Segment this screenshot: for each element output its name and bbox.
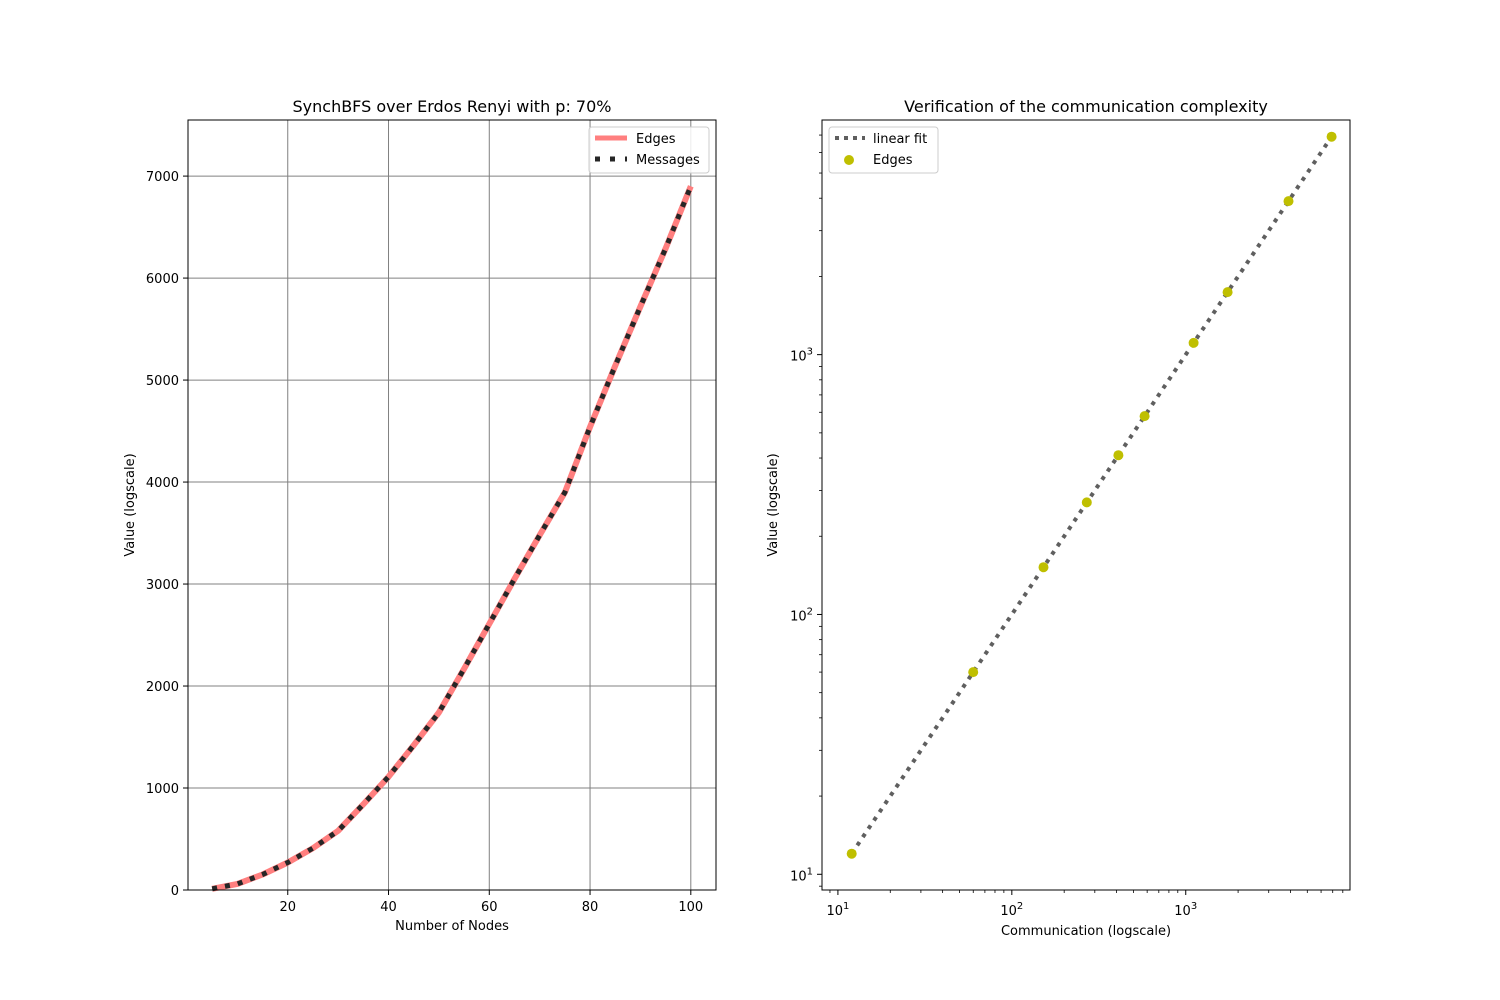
right-legend-edges-label: Edges <box>873 153 913 168</box>
left-x-tick-label: 60 <box>481 900 498 915</box>
right-plot-frame <box>821 119 1351 891</box>
right-edges-point <box>1113 450 1124 461</box>
left-y-axis-title: Value (logscale) <box>123 453 138 556</box>
left-series-edges-line <box>211 185 694 892</box>
left-y-tick-label: 4000 <box>146 476 179 491</box>
right-ticks: 101 102 103 101 102 103 <box>790 134 1344 919</box>
left-legend-messages-label: Messages <box>636 153 700 168</box>
left-y-tick-label: 2000 <box>146 680 179 695</box>
left-y-tick-label: 3000 <box>146 578 179 593</box>
right-legend-fit-label: linear fit <box>873 132 927 147</box>
right-x-tick-label: 102 <box>1000 901 1023 919</box>
right-linear-fit-line <box>850 135 1334 855</box>
right-series-layer <box>846 131 1337 859</box>
left-series-layer <box>211 185 694 892</box>
right-edges-point <box>1038 562 1049 573</box>
right-edges-point <box>1139 411 1150 422</box>
right-legend: linear fit Edges <box>828 126 939 174</box>
right-edges-point <box>1326 131 1337 142</box>
left-x-tick-label: 100 <box>678 900 703 915</box>
right-x-tick-label: 101 <box>826 901 849 919</box>
left-x-tick-label: 80 <box>582 900 599 915</box>
right-edges-point <box>846 848 857 859</box>
left-y-tick-label: 1000 <box>146 782 179 797</box>
right-chart: Verification of the communication comple… <box>766 97 1351 939</box>
left-chart: SynchBFS over Erdos Renyi with p: 70% 20… <box>123 97 717 934</box>
right-y-tick-label: 103 <box>790 347 813 365</box>
left-legend-edges-label: Edges <box>636 132 676 147</box>
right-y-tick-label: 101 <box>790 866 813 884</box>
left-y-tick-label: 6000 <box>146 272 179 287</box>
right-edges-point <box>1222 287 1233 298</box>
left-plot-frame <box>187 119 717 891</box>
right-edges-point <box>1188 337 1199 348</box>
right-edges-point <box>1283 196 1294 207</box>
left-grid <box>188 120 716 891</box>
right-edges-point <box>968 667 979 678</box>
left-legend: Edges Messages <box>588 126 710 174</box>
left-y-tick-label: 7000 <box>146 170 179 185</box>
left-x-axis-title: Number of Nodes <box>395 919 509 934</box>
left-x-tick-label: 40 <box>380 900 397 915</box>
right-x-axis-title: Communication (logscale) <box>1001 924 1171 939</box>
left-chart-title: SynchBFS over Erdos Renyi with p: 70% <box>293 97 612 116</box>
left-y-tick-label: 5000 <box>146 374 179 389</box>
left-y-tick-label: 0 <box>171 884 179 899</box>
right-y-axis-title: Value (logscale) <box>766 453 781 556</box>
right-y-tick-label: 102 <box>790 606 813 624</box>
right-legend-edges-swatch <box>844 155 854 165</box>
left-x-tick-label: 20 <box>279 900 296 915</box>
right-x-tick-label: 103 <box>1174 901 1197 919</box>
right-chart-title: Verification of the communication comple… <box>904 97 1268 116</box>
right-edges-point <box>1081 497 1092 508</box>
